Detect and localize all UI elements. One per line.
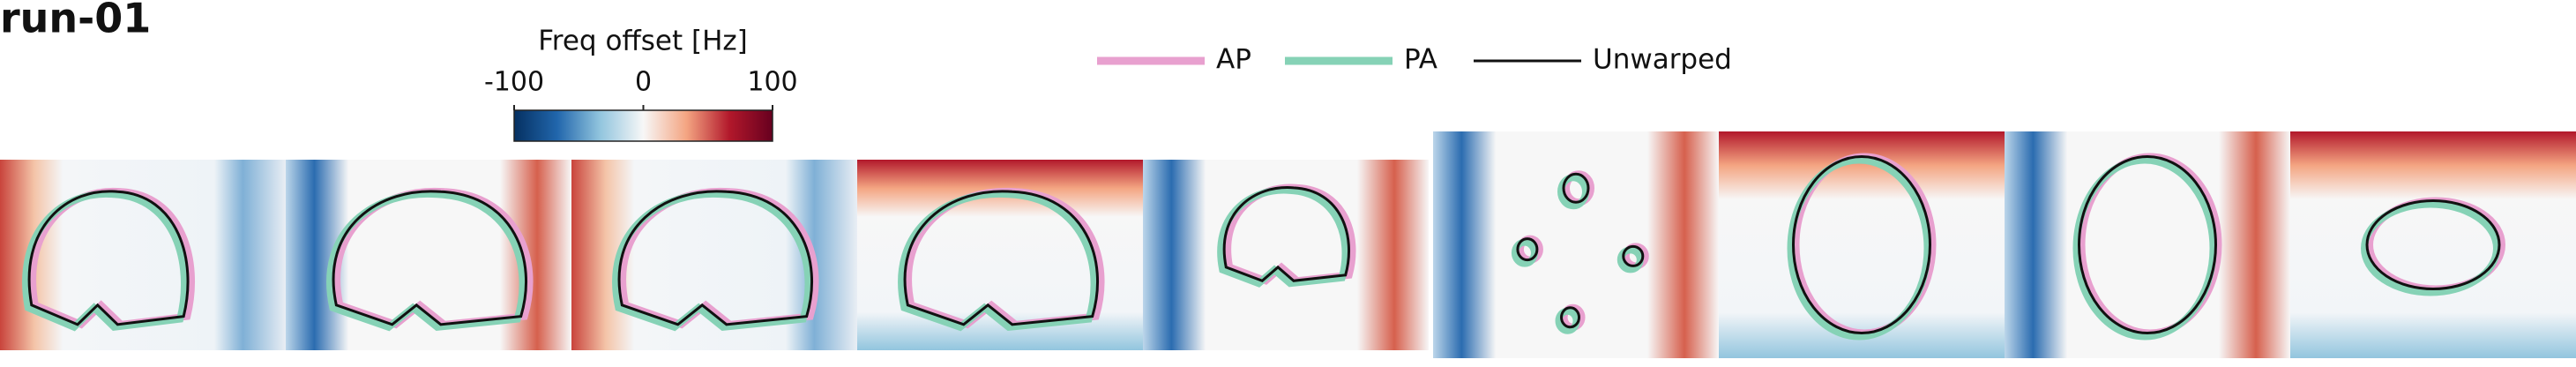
contour-pa: [326, 190, 526, 332]
panel-background: [1719, 131, 2005, 358]
contour-unwarped: [1622, 244, 1645, 267]
contour-unwarped: [1562, 172, 1590, 204]
contour-unwarped: [617, 190, 814, 326]
contour-unwarped: [2078, 155, 2217, 334]
colorbar-tick-label: 0: [635, 67, 652, 98]
contour-pa: [898, 190, 1098, 332]
panel-background: [2290, 131, 2576, 358]
contour-unwarped: [332, 190, 528, 326]
contour-unwarped: [1222, 186, 1350, 282]
legend-label: PA: [1404, 44, 1437, 76]
contour-pa: [1555, 307, 1580, 334]
contour-unwarped: [27, 190, 190, 326]
contour-unwarped: [1516, 237, 1539, 262]
legend-label: Unwarped: [1593, 44, 1732, 76]
legend-label: AP: [1216, 44, 1251, 76]
contour-pa: [2361, 200, 2500, 296]
contour-pa: [22, 190, 189, 332]
contour-pa: [612, 190, 812, 332]
contour-unwarped: [1792, 155, 1931, 334]
contour-unwarped: [1560, 306, 1581, 329]
contour-pa: [1617, 246, 1644, 273]
colorbar: [513, 109, 773, 142]
contour-pa: [1511, 238, 1538, 267]
contour-unwarped: [903, 190, 1100, 326]
figure-title: run-01: [0, 0, 151, 42]
contour-unwarped: [2365, 199, 2501, 290]
contour-pa: [1217, 186, 1349, 288]
panels: [0, 131, 2576, 358]
panel-background: [2005, 131, 2290, 358]
contour-pa: [1557, 174, 1589, 210]
colorbar-tick-label: -100: [484, 67, 544, 98]
colorbar-tick-label: 100: [747, 67, 797, 98]
contour-pa: [2072, 156, 2217, 341]
colorbar-label: Freq offset [Hz]: [538, 26, 748, 57]
contour-pa: [1787, 156, 1931, 341]
